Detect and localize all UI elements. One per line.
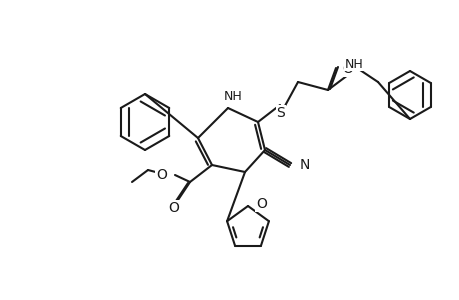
Text: O: O (168, 201, 179, 215)
Text: N: N (299, 158, 310, 172)
Text: O: O (256, 197, 266, 211)
Text: NH: NH (223, 89, 242, 103)
Text: S: S (276, 106, 285, 120)
Text: O: O (156, 168, 167, 182)
Text: O: O (341, 62, 352, 76)
Text: NH: NH (344, 58, 363, 70)
